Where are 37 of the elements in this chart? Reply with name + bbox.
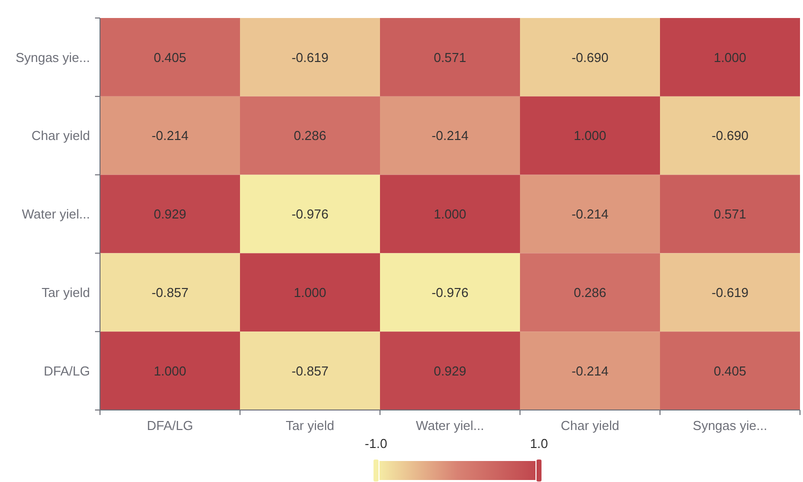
data-label: 0.571 [714,206,746,222]
data-label: -0.214 [572,206,608,222]
y-tick-label: Tar yield [42,284,90,300]
data-label: -0.690 [572,50,608,65]
data-label: 0.405 [714,363,746,378]
x-tick-label: Water yiel... [416,418,484,433]
data-label: -0.976 [292,206,328,222]
color-bar-label: 1.0 [530,436,548,451]
data-label: -0.976 [432,284,468,300]
data-label: 0.929 [154,206,186,222]
data-label: 1.000 [434,206,466,222]
y-tick-label: Syngas yie... [16,50,90,65]
data-label: -0.857 [292,363,328,378]
data-label: 0.286 [294,128,326,144]
x-tick-label: Char yield [560,418,620,433]
data-label: 0.405 [154,50,186,65]
y-tick-label: DFA/LG [44,363,90,378]
data-label: 1.000 [574,128,606,144]
data-label: -0.214 [572,363,608,378]
x-tick-label: Syngas yie... [692,418,768,433]
data-label: -0.619 [712,284,748,300]
data-label: 0.929 [434,363,466,378]
data-label: -0.214 [432,128,468,144]
data-label: -0.619 [292,50,328,65]
data-label: 1.000 [714,50,746,65]
x-tick-label: Tar yield [286,418,334,433]
color-bar-label: -1.0 [364,436,388,451]
y-tick-label: Water yiel... [22,206,90,222]
data-label: 1.000 [294,284,326,300]
data-label: 0.571 [434,50,466,65]
data-label: -0.857 [152,284,188,300]
data-label: -0.690 [712,128,748,144]
x-tick-label: DFA/LG [146,418,194,433]
data-label: 1.000 [154,363,186,378]
data-label: 0.286 [574,284,606,300]
y-tick-label: Char yield [31,128,90,144]
data-label: -0.214 [152,128,188,144]
